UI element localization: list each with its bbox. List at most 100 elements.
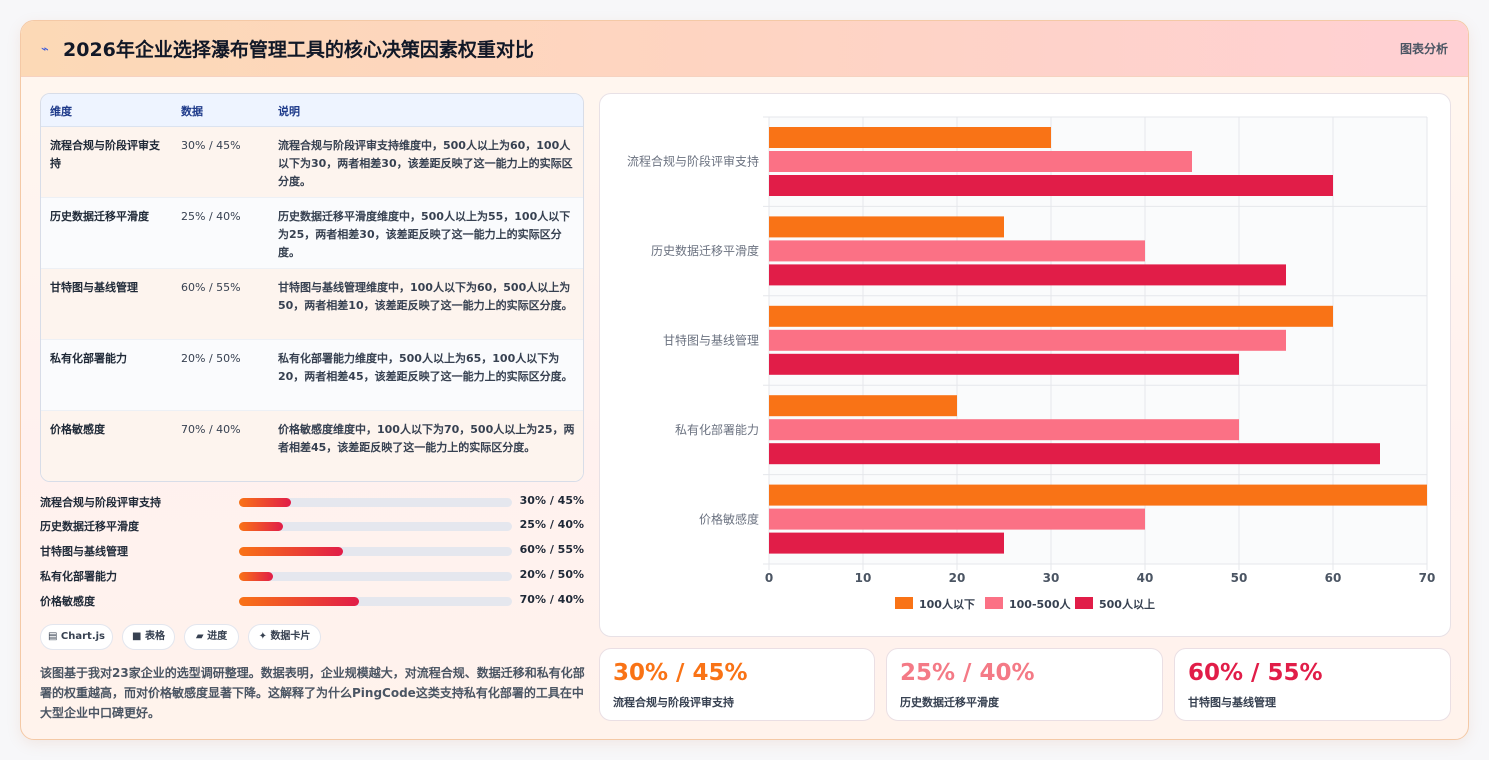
progress-label: 价格敏感度 (40, 595, 95, 608)
sparkle-icon: ⌁ (41, 42, 49, 57)
stat-value: 60% / 55% (1188, 660, 1323, 686)
bar (769, 532, 1004, 554)
table-row: 甘特图与基线管理 60% / 55% 甘特图与基线管理维度中，100人以下为60… (41, 269, 583, 340)
cell-description: 流程合规与阶段评审支持维度中，500人以上为60，100人以下为30，两者相差3… (278, 139, 573, 188)
progress-track (239, 547, 512, 556)
table-row: 私有化部署能力 20% / 50% 私有化部署能力维度中，500人以上为65，1… (41, 340, 583, 411)
table-icon: ■ (132, 631, 142, 642)
bar-chart: 0 10 20 30 40 50 60 70 流程合规与阶段评审支持历史数据迁移平滑度甘特图与基… (627, 116, 1436, 611)
progress-row: 流程合规与阶段评审支持 30% / 45% (40, 493, 584, 511)
legend-label: 100-500人 (1009, 597, 1071, 611)
bar (769, 353, 1239, 375)
stat-value: 25% / 40% (900, 660, 1035, 686)
progress-fill (239, 498, 291, 507)
y-category-label: 甘特图与基线管理 (663, 333, 759, 348)
column-header-dimension: 维度 (50, 105, 72, 118)
chip-label: Chart.js (60, 631, 106, 642)
x-tick-label: 20 (949, 571, 966, 585)
analysis-note: 该图基于我对23家企业的选型调研整理。数据表明，企业规模越大，对流程合规、数据迁… (40, 666, 585, 720)
progress-label: 私有化部署能力 (40, 570, 117, 583)
progress-value: 25% / 40% (519, 518, 584, 531)
y-category-label: 流程合规与阶段评审支持 (627, 154, 759, 169)
chip-progress[interactable]: ▰ 进度 (184, 624, 239, 650)
table-row: 价格敏感度 70% / 40% 价格敏感度维度中，100人以下为70，500人以… (41, 411, 583, 481)
progress-row: 历史数据迁移平滑度 25% / 40% (40, 517, 584, 535)
progress-fill (239, 522, 283, 531)
chart-analysis-link[interactable]: 图表分析 (1399, 42, 1448, 56)
x-tick-label: 0 (765, 571, 773, 585)
main-card: ⌁ 2026年企业选择瀑布管理工具的核心决策因素权重对比 图表分析 维度 数据 … (20, 20, 1469, 740)
progress-track (239, 597, 512, 606)
progress-icon: ▰ (195, 631, 204, 642)
progress-label: 流程合规与阶段评审支持 (40, 496, 161, 509)
bar (769, 484, 1427, 506)
column-header-data: 数据 (181, 105, 203, 118)
progress-value: 70% / 40% (519, 593, 584, 606)
cell-description: 价格敏感度维度中，100人以下为70，500人以上为25，两者相差45，该差距反… (278, 423, 575, 454)
legend-label: 100人以下 (919, 597, 975, 611)
cell-dimension: 流程合规与阶段评审支持 (50, 139, 160, 170)
progress-row: 私有化部署能力 20% / 50% (40, 567, 584, 585)
cell-description: 私有化部署能力维度中，500人以上为65，100人以下为20，两者相差45，该差… (278, 352, 573, 383)
stat-value: 30% / 45% (613, 660, 748, 686)
chip-label: 数据卡片 (270, 631, 311, 642)
x-tick-label: 70 (1419, 571, 1436, 585)
chart-panel: 0 10 20 30 40 50 60 70 流程合规与阶段评审支持 历史数据迁移平滑度 甘特图与基… (599, 93, 1451, 637)
stat-card: 25% / 40% 历史数据迁移平滑度 (886, 648, 1163, 721)
legend-swatch (985, 597, 1003, 609)
bar (769, 127, 1051, 148)
progress-label: 甘特图与基线管理 (40, 545, 128, 558)
legend-swatch (895, 597, 913, 609)
progress-fill (239, 597, 360, 606)
cell-data: 30% / 45% (181, 139, 241, 152)
column-header-description: 说明 (278, 105, 300, 118)
x-tick-label: 60 (1325, 571, 1342, 585)
bar (769, 443, 1380, 465)
stat-label: 流程合规与阶段评审支持 (613, 696, 734, 709)
cell-data: 60% / 55% (181, 281, 241, 294)
cell-data: 25% / 40% (181, 210, 241, 223)
cell-dimension: 私有化部署能力 (50, 352, 127, 365)
cell-data: 20% / 50% (181, 352, 241, 365)
card-icon: ✦ (258, 631, 267, 642)
cell-description: 历史数据迁移平滑度维度中，500人以上为55，100人以下为25，两者相差30，… (278, 210, 571, 259)
progress-fill (239, 572, 274, 581)
cell-description: 甘特图与基线管理维度中，100人以下为60，500人以上为50，两者相差10，该… (278, 281, 573, 312)
bar (769, 419, 1239, 441)
bar (769, 305, 1333, 327)
progress-fill (239, 547, 343, 556)
y-category-label: 价格敏感度 (699, 511, 759, 526)
bar (769, 151, 1192, 172)
cell-data: 70% / 40% (181, 423, 241, 436)
chip-table[interactable]: ■ 表格 (122, 624, 175, 650)
card-header: ⌁ 2026年企业选择瀑布管理工具的核心决策因素权重对比 图表分析 (21, 21, 1468, 77)
stat-label: 甘特图与基线管理 (1188, 696, 1276, 709)
progress-track (239, 498, 512, 507)
legend-swatch (1075, 597, 1093, 609)
chart-icon: ▤ (47, 631, 58, 642)
data-table: 维度 数据 说明 流程合规与阶段评审支持 30% / 45% 流程合规与阶段评审… (40, 93, 584, 482)
y-category-label: 私有化部署能力 (675, 422, 759, 437)
cell-dimension: 历史数据迁移平滑度 (50, 210, 149, 223)
chip-label: 进度 (207, 631, 228, 642)
cell-dimension: 价格敏感度 (50, 423, 105, 436)
bar (769, 508, 1145, 530)
bar (769, 240, 1145, 262)
x-tick-label: 40 (1137, 571, 1154, 585)
chip-label: 表格 (144, 631, 165, 642)
stat-card: 60% / 55% 甘特图与基线管理 (1174, 648, 1451, 721)
cell-dimension: 甘特图与基线管理 (50, 281, 138, 294)
x-tick-label: 10 (855, 571, 872, 585)
table-row: 历史数据迁移平滑度 25% / 40% 历史数据迁移平滑度维度中，500人以上为… (41, 198, 583, 269)
stat-label: 历史数据迁移平滑度 (900, 696, 999, 709)
progress-row: 价格敏感度 70% / 40% (40, 592, 584, 610)
chip-chartjs[interactable]: ▤ Chart.js (40, 624, 113, 650)
legend-label: 500人以上 (1099, 597, 1155, 611)
bar (769, 395, 957, 417)
bar (769, 329, 1286, 351)
chip-data-card[interactable]: ✦ 数据卡片 (248, 624, 321, 650)
bar (769, 264, 1286, 286)
progress-value: 60% / 55% (519, 543, 584, 556)
table-row: 流程合规与阶段评审支持 30% / 45% 流程合规与阶段评审支持维度中，500… (41, 127, 583, 198)
x-tick-label: 50 (1231, 571, 1248, 585)
